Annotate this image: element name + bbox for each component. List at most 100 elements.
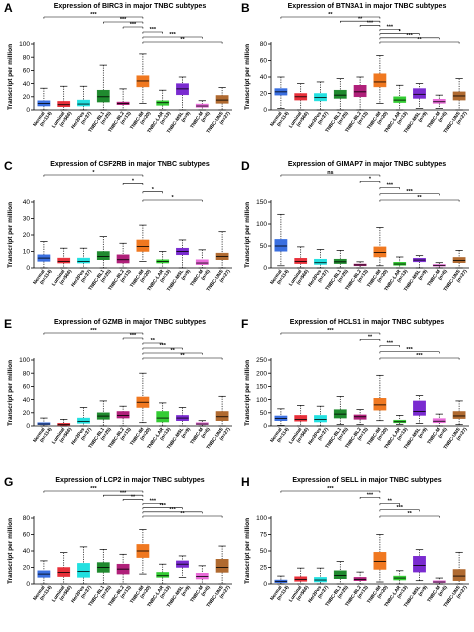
y-tick-label: 150 [256,384,267,391]
box-tnbc-bl1 [96,251,110,260]
y-tick-label: 0 [263,423,267,430]
chart-title: Expression of CSF2RB in major TNBC subty… [50,161,210,168]
y-tick-label: 80 [23,370,31,377]
y-tick-label: 150 [256,199,267,206]
box-plot: 0 25 50 75 100 Transcript per million Normal(n… [244,486,469,609]
category-label: Luminal(n=566) [288,423,310,448]
category-label: TNBC-BL2(n=13) [344,265,370,295]
significance-label: *** [169,507,176,513]
significance-label: ** [328,12,333,18]
y-tick-label: 80 [23,515,31,522]
significance-label: ** [170,348,175,354]
panel-a: A Expression of BIRC3 in major TNBC subt… [0,0,237,158]
significance-label: * [152,187,155,193]
significance-label: *** [169,32,176,38]
significance-label: ** [388,499,393,505]
box-tnbc-im [136,239,150,252]
category-label: TNBC-UNS(n=27) [205,265,231,296]
box-tnbc-m [195,259,209,265]
box-tnbc-bl1 [333,258,347,264]
significance-label: ** [417,37,422,43]
panel-d: D Expression of GIMAP7 in major TNBC sub… [237,158,474,316]
y-tick-label: 100 [256,397,267,404]
panel-f: F Expression of HCLS1 in major TNBC subt… [237,316,474,474]
significance-label: *** [90,12,97,18]
box-tnbc-lar [393,96,407,103]
significance-label: ** [180,511,185,517]
significance-label: * [132,179,135,185]
panel-label: C [4,159,13,173]
panel-label: H [241,475,250,489]
y-tick-label: 40 [260,74,268,81]
y-tick-label: 100 [19,357,30,364]
y-tick-label: 0 [263,107,267,114]
box-luminal [294,415,308,422]
significance-label: *** [90,328,97,334]
category-label: Normal(n=114) [32,107,53,131]
box-tnbc-uns [215,95,229,104]
y-tick-label: 40 [23,81,31,88]
category-label: Normal(n=114) [269,423,290,447]
y-tick-label: 60 [23,384,31,391]
category-label: TNBC-MSL(n=9) [166,107,192,138]
y-tick-label: 50 [260,410,268,417]
category-label: Normal(n=114) [32,423,53,447]
significance-label: ** [131,495,136,501]
category-label: Normal(n=114) [269,107,290,131]
box-tnbc-bl2 [116,411,130,419]
category-label: TNBC-BL2(n=13) [107,107,133,137]
y-tick-label: 100 [256,221,267,228]
y-axis-label: Transcript per million [244,518,251,584]
significance-label: *** [387,341,394,347]
box-tnbc-uns [215,411,229,421]
y-tick-label: 50 [260,548,268,555]
chart-title: Expression of HCLS1 in major TNBC subtyp… [289,319,445,326]
y-tick-label: 50 [260,243,268,250]
significance-label: ** [358,16,363,22]
box-tnbc-bl2 [116,254,130,264]
y-axis-label: Transcript per million [7,518,14,584]
category-label: Luminal(n=566) [51,423,73,448]
significance-label: *** [406,347,413,353]
category-label: TNBC-BL2(n=13) [344,423,370,453]
box-tnbc-uns [452,569,466,581]
significance-label: *** [159,343,166,349]
y-axis-label: Transcript per million [7,360,14,426]
chart-title: Expression of LCP2 in major TNBC subtype… [55,477,205,484]
y-tick-label: 0 [263,581,267,588]
box-tnbc-msl [413,400,426,416]
box-tnbc-uns [452,411,466,419]
y-axis-label: Transcript per million [7,44,14,110]
box-luminal [294,258,308,264]
y-tick-label: 25 [260,565,268,572]
significance-label: *** [130,22,137,28]
y-tick-label: 250 [256,357,267,364]
box-luminal [57,101,71,107]
significance-label: ns [327,170,333,176]
panel-c: C Expression of CSF2RB in major TNBC sub… [0,158,237,316]
significance-label: ** [417,195,422,201]
y-tick-label: 20 [260,91,268,98]
category-label: TNBC-BL2(n=13) [107,581,133,611]
y-tick-label: 0 [263,265,267,272]
significance-label: *** [327,486,334,492]
y-tick-label: 20 [23,565,31,572]
significance-label: * [399,29,402,35]
category-label: TNBC-UNS(n=27) [205,423,231,454]
box-tnbc-im [373,398,387,411]
box-tnbc-bl2 [353,85,367,98]
box-tnbc-lar [156,572,170,578]
category-label: Luminal(n=566) [51,265,73,290]
panel-b: B Expression of BTN3A1 in major TNBC sub… [237,0,474,158]
y-tick-label: 0 [26,581,30,588]
box-tnbc-im [373,73,387,88]
significance-label: *** [150,499,157,505]
significance-label: *** [90,486,97,492]
y-tick-label: 0 [26,265,30,272]
category-label: Luminal(n=566) [51,107,73,132]
box-plot: 0 20 40 60 80 100 Transcript per million Normal… [7,12,232,138]
y-tick-label: 60 [23,68,31,75]
y-tick-label: 40 [23,199,31,206]
y-axis-label: Transcript per million [244,202,251,268]
